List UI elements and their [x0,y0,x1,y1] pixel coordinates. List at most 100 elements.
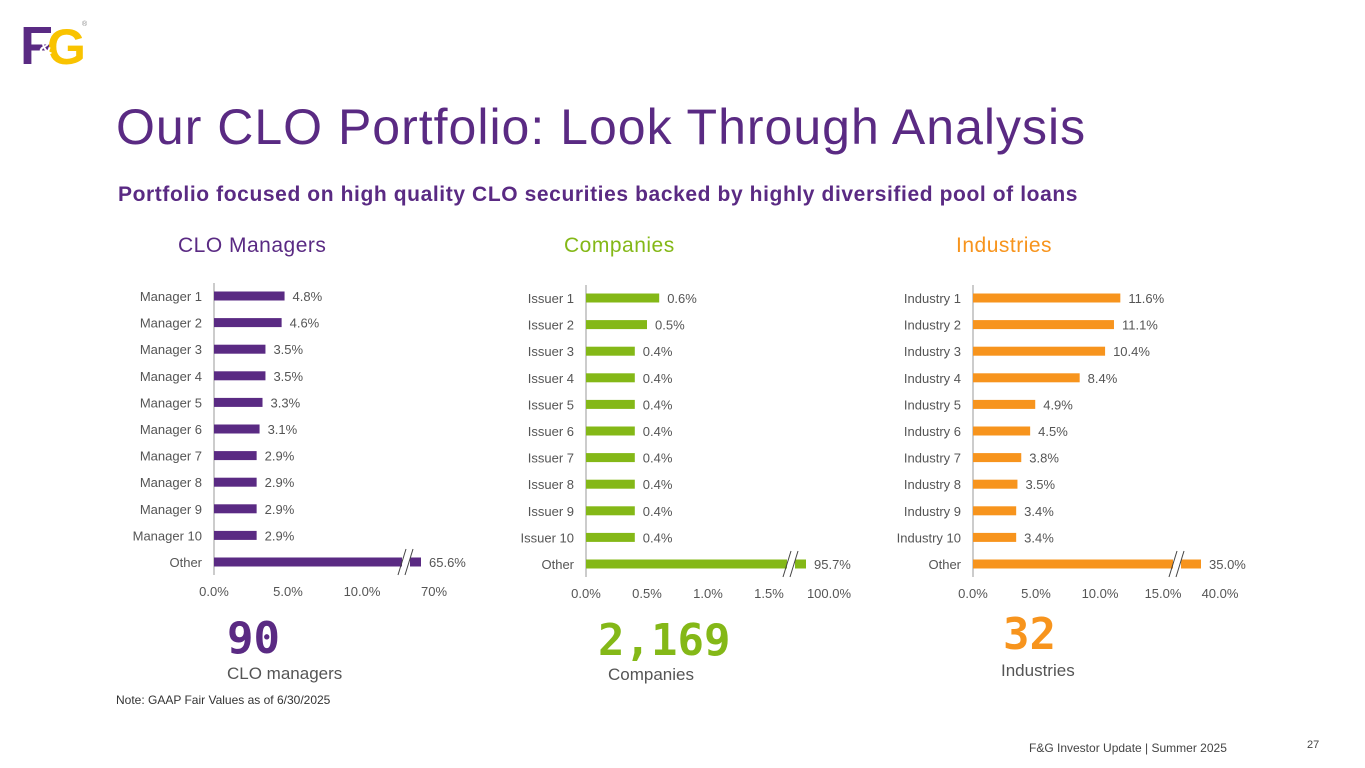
manager-category-label: Manager 8 [140,475,202,490]
industry-category-label: Industry 3 [904,344,961,359]
manager-value-label: 65.6% [429,555,466,570]
clo-managers-chart-title: CLO Managers [178,234,327,257]
manager-x-tick-label: 5.0% [273,584,303,599]
footnote: Note: GAAP Fair Values as of 6/30/2025 [116,693,331,707]
manager-value-label: 4.8% [293,289,323,304]
industry-category-label: Industry 8 [904,477,961,492]
issuer-category-label: Issuer 5 [528,397,574,412]
manager-category-label: Manager 3 [140,342,202,357]
issuer-value-label: 0.4% [643,397,673,412]
issuer-x-tick-label: 100.0% [807,586,852,601]
industry-value-label: 3.5% [1025,477,1055,492]
logo-ampersand: & [39,38,52,58]
manager-value-label: 3.5% [273,369,303,384]
industry-value-label: 10.4% [1113,344,1150,359]
issuer-value-label: 0.4% [643,530,673,545]
issuer-value-label: 0.6% [667,291,697,306]
issuer-bar [586,373,635,383]
industry-bar [973,399,1036,409]
industry-bar-other [973,559,1201,569]
manager-category-label: Manager 2 [140,316,202,331]
industry-category-label: Other [928,557,961,572]
issuer-category-label: Issuer 3 [528,344,574,359]
issuer-x-tick-label: 0.5% [632,586,662,601]
manager-bar [214,371,266,381]
issuer-category-label: Issuer 2 [528,318,574,333]
manager-bar [214,451,257,461]
issuer-category-label: Issuer 8 [528,477,574,492]
industry-x-tick-label: 5.0% [1021,586,1051,601]
manager-category-label: Manager 5 [140,395,202,410]
manager-axis-break-mark [397,548,407,576]
issuer-category-label: Issuer 9 [528,504,574,519]
industry-axis-break-mark [1168,550,1178,578]
clo-managers-chart: CLO Managers Manager 1 4.8% Manager 2 4.6% M… [100,230,520,683]
manager-value-label: 3.1% [268,422,298,437]
industry-value-label: 4.5% [1038,424,1068,439]
manager-x-tick-label: 70% [421,584,447,599]
industry-bar [973,373,1080,383]
page-number: 27 [1307,739,1320,751]
manager-bar [214,318,282,328]
issuer-value-label: 0.4% [643,344,673,359]
issuer-value-label: 0.4% [643,477,673,492]
manager-axis-break-mark [404,548,414,576]
manager-category-label: Manager 1 [140,289,202,304]
manager-axis-break-gap [402,549,410,575]
issuer-bar [586,426,635,436]
issuer-category-label: Issuer 7 [528,451,574,466]
issuer-x-tick-label: 1.5% [754,586,784,601]
industry-value-label: 11.1% [1122,318,1158,333]
manager-bar [214,530,257,540]
logo-letter-g: G [47,19,86,68]
industries-count-label: Industries [1001,661,1075,680]
manager-bar [214,397,263,407]
manager-x-tick-label: 10.0% [344,584,381,599]
companies-plot: Issuer 1 0.6% Issuer 2 0.5% Issuer 3 0.4% Issu… [521,285,852,601]
companies-count: 2,169 [598,615,731,666]
manager-value-label: 2.9% [265,528,295,543]
industry-value-label: 35.0% [1209,557,1246,572]
issuer-bar-other [586,559,806,569]
issuer-category-label: Issuer 4 [528,371,574,386]
manager-value-label: 3.5% [273,342,303,357]
manager-category-label: Manager 9 [140,502,202,517]
industry-category-label: Industry 6 [904,424,961,439]
industry-bar [973,479,1018,489]
issuer-value-label: 0.5% [655,318,685,333]
issuer-value-label: 0.4% [643,504,673,519]
manager-value-label: 4.6% [290,316,320,331]
industry-category-label: Industry 10 [897,530,961,545]
industry-category-label: Industry 9 [904,504,961,519]
industry-value-label: 11.6% [1128,291,1164,306]
industry-value-label: 3.8% [1029,451,1059,466]
clo-managers-count: 90 [227,613,280,664]
issuer-bar [586,532,635,542]
issuer-x-tick-label: 1.0% [693,586,723,601]
industry-bar [973,320,1114,330]
industry-value-label: 4.9% [1043,397,1073,412]
industry-bar [973,532,1017,542]
industry-axis-break-mark [1175,550,1185,578]
issuer-category-label: Issuer 10 [521,530,574,545]
issuer-x-tick-label: 0.0% [571,586,601,601]
issuer-bar [586,293,660,303]
industries-count: 32 [1003,609,1056,660]
clo-managers-count-label: CLO managers [227,664,343,683]
manager-category-label: Manager 7 [140,449,202,464]
industry-value-label: 8.4% [1088,371,1118,386]
industry-bar [973,506,1017,516]
manager-x-tick-label: 0.0% [199,584,229,599]
industry-x-tick-label: 15.0% [1145,586,1182,601]
issuer-value-label: 0.4% [643,451,673,466]
industry-bar [973,453,1022,463]
page-title: Our CLO Portfolio: Look Through Analysis [116,99,1087,155]
industry-category-label: Industry 2 [904,318,961,333]
companies-chart-title: Companies [564,234,675,257]
industries-chart: Industries Industry 1 11.6% Industry 2 11.1… [860,230,1280,680]
manager-bar [214,477,257,487]
industry-category-label: Industry 4 [904,371,961,386]
manager-category-label: Manager 6 [140,422,202,437]
manager-value-label: 2.9% [265,449,295,464]
issuer-bar [586,399,635,409]
